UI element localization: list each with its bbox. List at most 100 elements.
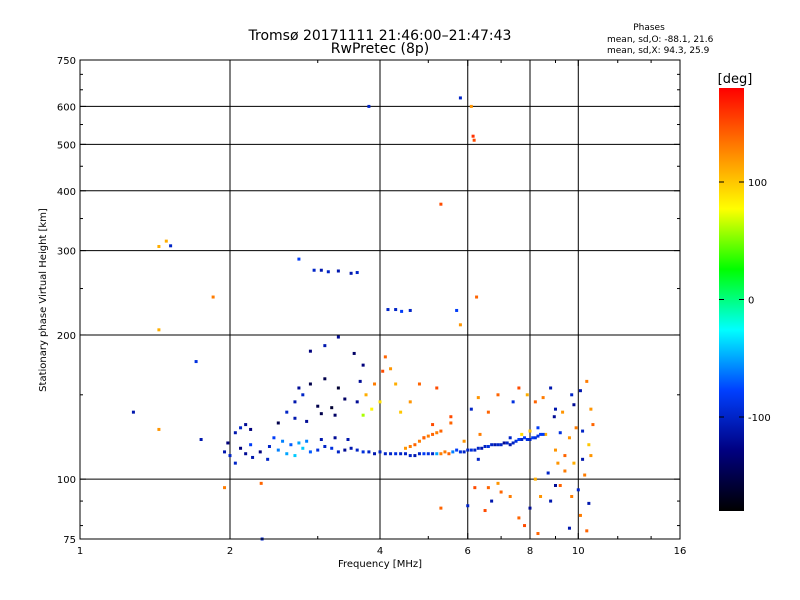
y-tick-label: 100 — [57, 475, 76, 486]
echo-point — [258, 450, 262, 454]
echo-point — [389, 367, 393, 371]
echo-point — [469, 448, 473, 452]
echo-point — [403, 452, 407, 456]
y-tick-label: 200 — [57, 331, 76, 342]
echo-point — [539, 494, 543, 498]
y-tick-label: 750 — [57, 56, 76, 67]
echo-point — [349, 271, 353, 275]
echo-point — [567, 436, 571, 440]
echo-point — [576, 488, 580, 492]
echo-point — [536, 426, 540, 430]
x-tick-label: 2 — [227, 546, 233, 557]
echo-point — [343, 397, 347, 401]
echo-point — [194, 360, 198, 364]
echo-point — [399, 452, 403, 456]
echo-point — [333, 413, 337, 417]
echo-point — [505, 441, 509, 445]
echo-point — [394, 308, 398, 312]
x-tick-label: 4 — [377, 546, 383, 557]
echo-point — [439, 506, 443, 510]
echo-point — [233, 431, 237, 435]
echo-point — [553, 407, 557, 411]
echo-point — [455, 308, 459, 312]
echo-point — [417, 382, 421, 386]
echo-point — [293, 454, 297, 458]
echo-point — [472, 138, 476, 142]
echo-point — [544, 432, 548, 436]
echo-point — [400, 309, 404, 313]
echo-point — [585, 379, 589, 383]
echo-point — [480, 446, 484, 450]
echo-point — [462, 450, 466, 454]
echo-point — [276, 421, 280, 425]
echo-point — [578, 513, 582, 517]
echo-point — [443, 450, 447, 454]
echo-point — [383, 355, 387, 359]
echo-point — [499, 490, 503, 494]
echo-point — [336, 450, 340, 454]
echo-point — [591, 423, 595, 427]
echo-point — [417, 452, 421, 456]
echo-point — [570, 494, 574, 498]
echo-point — [455, 448, 459, 452]
echo-point — [458, 323, 462, 327]
echo-point — [553, 448, 557, 452]
echo-point — [511, 441, 515, 445]
echo-point — [157, 328, 161, 332]
echo-point — [574, 426, 578, 430]
echo-point — [305, 439, 309, 443]
echo-point — [211, 295, 215, 299]
echo-point — [528, 429, 532, 433]
echo-point — [381, 369, 385, 373]
echo-point — [570, 393, 574, 397]
echo-point — [330, 406, 334, 410]
echo-point — [157, 427, 161, 431]
echo-point — [520, 438, 524, 442]
echo-point — [585, 529, 589, 533]
echo-point — [469, 104, 473, 108]
x-tick-label: 1 — [77, 546, 83, 557]
echo-point — [394, 382, 398, 386]
echo-point — [289, 443, 293, 447]
echo-point — [239, 426, 243, 430]
echo-point — [549, 386, 553, 390]
echo-point — [435, 431, 439, 435]
echo-point — [239, 446, 243, 450]
echo-point — [439, 452, 443, 456]
echo-point — [301, 393, 305, 397]
echo-points — [131, 96, 595, 541]
echo-point — [244, 452, 248, 456]
y-tick-label: 75 — [63, 535, 76, 546]
echo-point — [476, 457, 480, 461]
echo-point — [426, 452, 430, 456]
echo-point — [408, 454, 412, 458]
echo-point — [373, 452, 377, 456]
echo-point — [422, 452, 426, 456]
echo-point — [553, 483, 557, 487]
echo-point — [451, 450, 455, 454]
echo-point — [533, 436, 537, 440]
echo-point — [549, 499, 553, 503]
chart-subtitle: RwPretec (8p) — [331, 41, 429, 57]
echo-point — [164, 239, 168, 243]
echo-point — [539, 432, 543, 436]
echo-point — [308, 450, 312, 454]
chart-title: Tromsø 20171111 21:46:00–21:47:43 — [248, 28, 512, 44]
echo-point — [316, 448, 320, 452]
echo-point — [386, 308, 390, 312]
echo-point — [297, 257, 301, 261]
echo-point — [517, 516, 521, 520]
echo-point — [355, 448, 359, 452]
echo-point — [316, 404, 320, 408]
echo-point — [587, 501, 591, 505]
echo-point — [471, 134, 475, 138]
echo-point — [517, 386, 521, 390]
echo-point — [531, 436, 535, 440]
echo-point — [333, 436, 337, 440]
echo-point — [319, 412, 323, 416]
echo-point — [458, 450, 462, 454]
echo-point — [413, 443, 417, 447]
x-tick-label: 16 — [674, 546, 687, 557]
axis-ticks: 1 2 4 6 8 10 16 75 100 200 300 400 500 600 750 — [57, 56, 686, 557]
echo-point — [319, 438, 323, 442]
